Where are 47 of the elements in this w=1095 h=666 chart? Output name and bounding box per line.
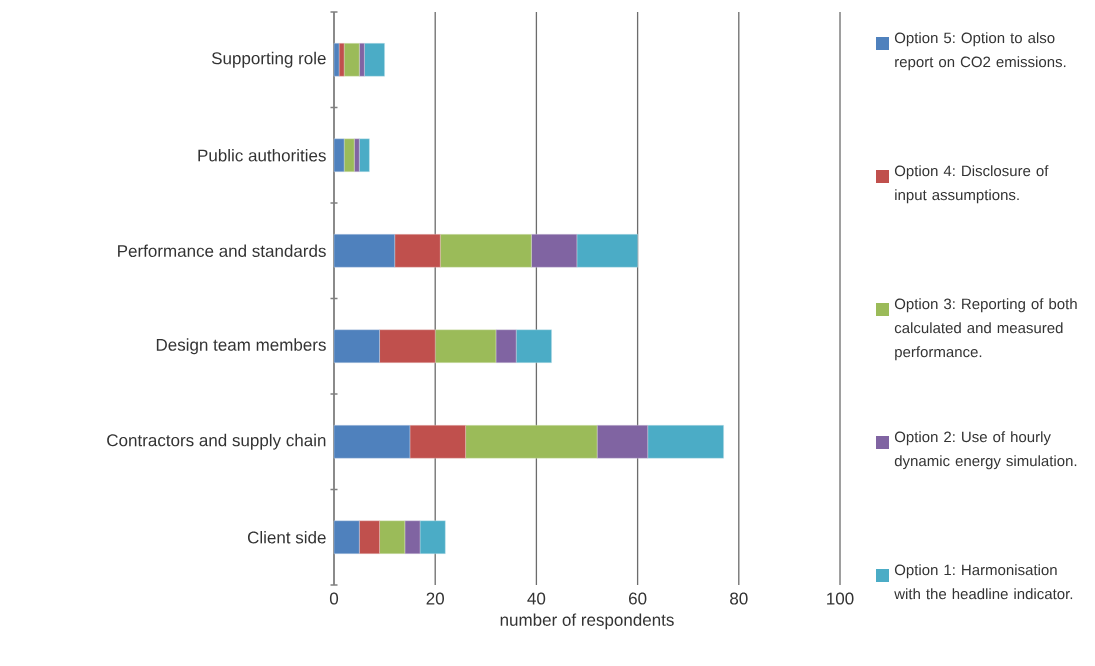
y-tick-label: Public authorities <box>198 149 326 162</box>
bar <box>419 520 446 554</box>
bar <box>333 329 380 363</box>
bar <box>394 234 441 268</box>
y-tick-label: Supporting role <box>211 51 326 68</box>
bar <box>364 43 385 77</box>
bar <box>359 520 380 554</box>
bar <box>596 425 648 459</box>
bar <box>515 329 552 363</box>
bar <box>495 329 517 363</box>
x-axis-title: number of respondents <box>500 613 674 630</box>
legend-label: Option 4: Disclosure of input assumptions. <box>894 165 1049 204</box>
legend-label: Option 2: Use of hourly dynamic energy simulation. <box>894 431 1077 470</box>
x-tick-label: 40 <box>527 592 546 605</box>
bar <box>379 520 406 554</box>
bar <box>333 520 360 554</box>
bar <box>359 138 370 172</box>
bar <box>576 234 638 268</box>
y-tick-label: Contractors and supply chain <box>107 433 326 450</box>
bar <box>333 138 345 172</box>
x-tick-label: 80 <box>730 592 748 605</box>
bar <box>333 234 395 268</box>
bar <box>409 425 466 459</box>
legend-label: Option 1: Harmonisation with the headline indicator. <box>894 564 1073 600</box>
bar <box>531 234 578 268</box>
bar <box>359 43 365 77</box>
x-tick-label: 100 <box>827 592 854 605</box>
y-tick-label: Design team members <box>156 338 326 355</box>
bar <box>404 520 421 554</box>
x-tick-label: 60 <box>629 592 647 605</box>
bar <box>338 43 345 77</box>
bar <box>440 234 532 268</box>
bar <box>465 425 598 459</box>
bar <box>435 329 497 363</box>
bar <box>379 329 436 363</box>
bar <box>354 138 360 172</box>
legend-label: Option 5: Option to also report on CO2 emissions. <box>894 32 1066 71</box>
y-tick-label: Client side <box>247 531 326 544</box>
x-tick-label: 20 <box>426 592 444 605</box>
y-tick-label: Performance and standards <box>118 244 326 257</box>
x-tick-label: 0 <box>329 592 339 605</box>
legend-label: Option 3: Reporting of both calculated and measured performance. <box>894 298 1077 361</box>
bar <box>343 138 355 172</box>
bar <box>333 43 340 77</box>
bar <box>647 425 724 459</box>
bar <box>333 425 411 459</box>
bar <box>343 43 360 77</box>
